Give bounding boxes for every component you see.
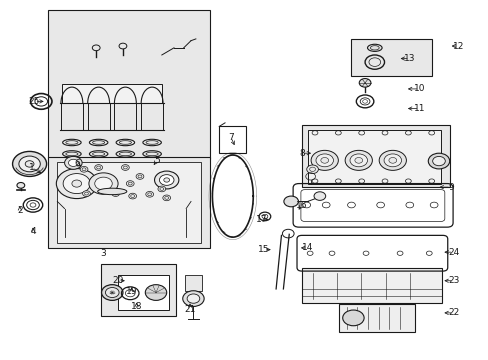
Text: 16: 16: [296, 201, 307, 210]
Circle shape: [349, 154, 367, 167]
Circle shape: [119, 43, 126, 49]
Circle shape: [378, 150, 406, 170]
Circle shape: [354, 157, 362, 163]
Text: 4: 4: [30, 227, 36, 236]
Circle shape: [68, 159, 78, 166]
Bar: [301, 125, 449, 187]
Circle shape: [82, 191, 90, 197]
Circle shape: [95, 165, 102, 170]
Text: 21: 21: [184, 305, 195, 314]
Circle shape: [13, 152, 46, 176]
Text: 2: 2: [17, 206, 22, 215]
Circle shape: [315, 154, 333, 167]
Bar: [101, 264, 176, 316]
Circle shape: [183, 291, 203, 306]
Circle shape: [64, 157, 82, 169]
Circle shape: [102, 285, 122, 300]
Circle shape: [359, 78, 370, 87]
Circle shape: [145, 192, 153, 197]
Text: 1: 1: [29, 163, 34, 172]
Circle shape: [92, 45, 100, 51]
Bar: [307, 130, 441, 184]
Text: 11: 11: [413, 104, 425, 113]
Bar: [47, 157, 210, 248]
Text: 13: 13: [403, 54, 415, 63]
Circle shape: [383, 154, 401, 167]
Bar: [185, 275, 201, 291]
Circle shape: [427, 153, 449, 169]
Ellipse shape: [98, 188, 126, 195]
Text: 19: 19: [126, 287, 137, 296]
Circle shape: [310, 150, 338, 170]
Text: 14: 14: [302, 243, 313, 252]
Bar: [47, 10, 210, 158]
Bar: [301, 268, 441, 303]
Circle shape: [284, 196, 298, 207]
Circle shape: [72, 180, 81, 187]
Bar: [339, 304, 414, 332]
Circle shape: [163, 178, 169, 182]
Text: 12: 12: [452, 41, 463, 50]
Circle shape: [388, 157, 396, 163]
Circle shape: [320, 157, 328, 163]
Circle shape: [126, 181, 134, 186]
Text: 5: 5: [154, 156, 160, 165]
Text: 9: 9: [447, 183, 453, 192]
Circle shape: [136, 174, 143, 179]
Circle shape: [187, 294, 200, 303]
Circle shape: [121, 165, 129, 170]
Text: 15: 15: [258, 245, 269, 254]
Text: 23: 23: [447, 276, 458, 285]
Text: 22: 22: [447, 309, 458, 318]
Bar: [62, 84, 162, 103]
Bar: [351, 39, 431, 76]
Circle shape: [105, 288, 119, 297]
Circle shape: [313, 192, 325, 201]
Circle shape: [128, 193, 136, 199]
Circle shape: [342, 310, 364, 326]
Bar: [57, 162, 201, 243]
Text: 10: 10: [413, 84, 425, 93]
Text: 25: 25: [29, 97, 40, 106]
Circle shape: [112, 191, 119, 197]
Text: 8: 8: [298, 149, 304, 158]
Ellipse shape: [367, 44, 381, 51]
Text: 7: 7: [227, 132, 233, 141]
Circle shape: [154, 171, 179, 189]
Circle shape: [95, 177, 112, 190]
Circle shape: [19, 156, 40, 172]
Text: 18: 18: [131, 302, 142, 311]
Bar: [118, 275, 169, 310]
Circle shape: [432, 157, 445, 166]
Circle shape: [25, 161, 34, 167]
Circle shape: [163, 195, 170, 201]
Text: 17: 17: [255, 215, 267, 224]
Circle shape: [158, 186, 165, 192]
Circle shape: [17, 183, 25, 188]
Circle shape: [89, 173, 118, 194]
Circle shape: [345, 150, 372, 170]
Circle shape: [56, 168, 97, 199]
Circle shape: [63, 174, 90, 194]
Circle shape: [80, 166, 88, 172]
Text: 20: 20: [112, 276, 123, 285]
Bar: [219, 126, 245, 153]
Circle shape: [306, 165, 318, 174]
Text: 24: 24: [447, 248, 458, 257]
Circle shape: [159, 175, 174, 185]
Text: 3: 3: [101, 249, 106, 258]
Circle shape: [145, 285, 166, 300]
Text: 6: 6: [74, 159, 80, 168]
